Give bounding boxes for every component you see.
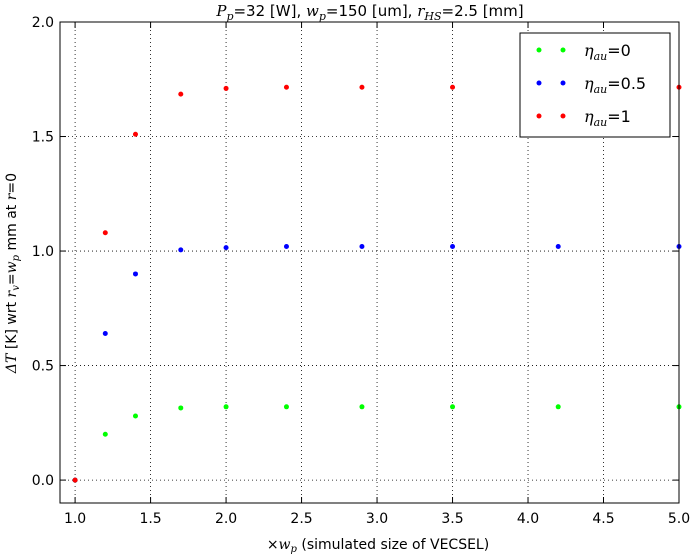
legend-marker-1 xyxy=(560,80,566,86)
chart-title: Pp=32 [W], wp=150 [um], rHS=2.5 [mm] xyxy=(215,2,523,23)
x-tick-labels: 1.0 1.5 2.0 2.5 3.0 3.5 4.0 4.5 5.0 xyxy=(64,511,690,527)
data-point-series-0 xyxy=(132,413,138,419)
legend-marker-2 xyxy=(536,113,542,119)
x-tick-label: 2.0 xyxy=(215,511,237,527)
y-tick-label: 1.0 xyxy=(32,244,54,260)
data-point-series-0 xyxy=(223,404,229,410)
data-points xyxy=(72,84,682,483)
data-point-series-0 xyxy=(359,404,365,410)
data-point-series-2 xyxy=(72,477,78,483)
legend: ηau=0 ηau=0.5 ηau=1 xyxy=(519,32,671,138)
y-tick-labels: 0.0 0.5 1.0 1.5 2.0 xyxy=(32,15,54,489)
legend-label-0: ηau=0 xyxy=(584,41,631,63)
data-point-series-2 xyxy=(102,230,108,236)
data-point-series-1 xyxy=(223,245,229,251)
legend-label-2: ηau=1 xyxy=(584,107,631,129)
legend-label-1: ηau=0.5 xyxy=(584,74,646,96)
x-tick-label: 1.5 xyxy=(139,511,161,527)
data-point-series-2 xyxy=(178,91,184,97)
data-point-series-0 xyxy=(555,404,561,410)
data-point-series-1 xyxy=(359,243,365,249)
plot-frame xyxy=(59,21,680,504)
legend-marker-1 xyxy=(536,80,542,86)
data-point-series-1 xyxy=(132,271,138,277)
data-point-series-1 xyxy=(102,331,108,337)
y-axis-label: ΔT [K] wrt rv=wp mm at r=0 xyxy=(4,173,22,374)
y-tick-label: 0.5 xyxy=(32,359,54,375)
data-point-series-0 xyxy=(283,404,289,410)
x-tick-label: 1.0 xyxy=(64,511,86,527)
data-point-series-1 xyxy=(555,243,561,249)
data-point-series-2 xyxy=(283,84,289,90)
legend-marker-0 xyxy=(560,47,566,53)
data-point-series-0 xyxy=(450,404,456,410)
data-point-series-2 xyxy=(132,131,138,137)
legend-marker-2 xyxy=(560,113,566,119)
y-tick-label: 2.0 xyxy=(32,15,54,31)
data-point-series-1 xyxy=(178,247,184,253)
x-tick-label: 2.5 xyxy=(290,511,312,527)
x-tick-label: 3.0 xyxy=(366,511,388,527)
data-point-series-0 xyxy=(178,405,184,411)
x-tick-label: 4.0 xyxy=(517,511,539,527)
plot-area xyxy=(59,21,682,504)
y-tick-label: 1.5 xyxy=(32,130,54,146)
data-point-series-2 xyxy=(359,84,365,90)
x-axis-label: ×wp (simulated size of VECSEL) xyxy=(267,537,489,555)
y-tick-label: 0.0 xyxy=(32,473,54,489)
data-point-series-2 xyxy=(450,84,456,90)
data-point-series-0 xyxy=(102,431,108,437)
data-point-series-2 xyxy=(223,85,229,91)
legend-box xyxy=(519,32,671,138)
axis-ticks xyxy=(60,21,680,503)
data-point-series-1 xyxy=(283,243,289,249)
x-tick-label: 5.0 xyxy=(668,511,690,527)
x-tick-label: 4.5 xyxy=(592,511,614,527)
data-point-series-1 xyxy=(450,243,456,249)
legend-marker-0 xyxy=(536,47,542,53)
x-tick-label: 3.5 xyxy=(441,511,463,527)
